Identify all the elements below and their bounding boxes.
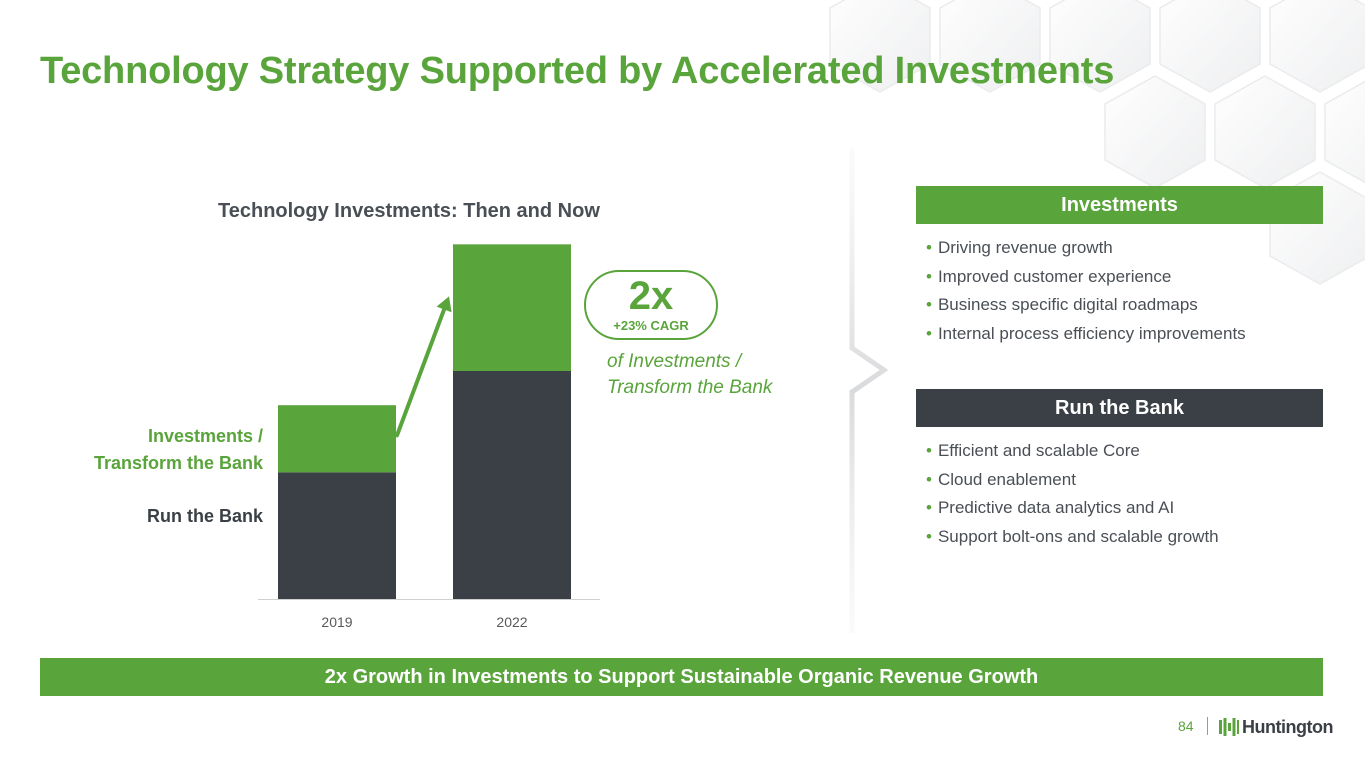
slide-title: Technology Strategy Supported by Acceler… <box>40 50 1115 92</box>
growth-cagr: +23% CAGR <box>613 318 689 333</box>
footer-divider <box>1207 717 1208 735</box>
bullet-icon: • <box>926 469 932 489</box>
bullet-icon: • <box>926 527 932 547</box>
investments-series-label: Investments / Transform the Bank <box>94 423 263 477</box>
run-panel-header: Run the Bank <box>916 389 1323 427</box>
list-item: • Improved customer experience <box>926 266 1172 286</box>
chart-title: Technology Investments: Then and Now <box>218 200 600 222</box>
list-item: • Efficient and scalable Core <box>926 441 1140 460</box>
huntington-logo-icon <box>1219 718 1239 736</box>
growth-multiple: 2x <box>628 274 674 318</box>
x-tick-label: 2019 <box>321 614 352 630</box>
bar-2022-investments <box>453 244 571 371</box>
summary-banner: 2x Growth in Investments to Support Sust… <box>40 658 1323 696</box>
growth-caption-line1: of Investments / <box>607 351 742 372</box>
bar-2019-investments <box>278 405 396 473</box>
list-item: • Internal process efficiency improvement… <box>926 324 1246 344</box>
investments-series-label-line1: Investments / <box>147 426 263 446</box>
growth-arrow-head <box>436 296 452 313</box>
chevron-divider <box>849 148 889 633</box>
huntington-logo: Huntington <box>1219 715 1333 739</box>
bullet-icon: • <box>926 498 932 518</box>
bullet-icon: • <box>926 238 932 257</box>
run-series-label: Run the Bank <box>146 506 263 526</box>
bullet-icon: • <box>926 266 932 286</box>
x-tick-label: 2022 <box>496 614 527 630</box>
huntington-logo-text: Huntington <box>1242 716 1333 737</box>
growth-caption-line2: Transform the Bank <box>607 377 773 398</box>
list-item: • Predictive data analytics and AI <box>926 498 1175 518</box>
list-item: • Business specific digital roadmaps <box>926 295 1198 315</box>
bullet-icon: • <box>926 441 932 460</box>
list-item: • Driving revenue growth <box>926 238 1113 257</box>
page-number: 84 <box>1178 718 1194 734</box>
list-item: • Cloud enablement <box>926 469 1076 489</box>
investments-panel-header: Investments <box>916 186 1323 224</box>
list-item: • Support bolt-ons and scalable growth <box>926 527 1219 547</box>
bullet-icon: • <box>926 324 932 344</box>
bar-2022-run-the-bank <box>453 371 571 599</box>
investments-bullet-list: • Driving revenue growth • Improved custom… <box>926 234 1246 349</box>
growth-callout-bubble: 2x +23% CAGR <box>584 270 718 340</box>
bar-2019-run-the-bank <box>278 472 396 599</box>
growth-caption: of Investments / Transform the Bank <box>607 349 772 401</box>
bullet-icon: • <box>926 295 932 315</box>
investments-series-label-line2: Transform the Bank <box>93 453 263 473</box>
growth-arrow-line <box>395 302 448 438</box>
run-bullet-list: • Efficient and scalable Core • Cloud enab… <box>926 437 1219 552</box>
